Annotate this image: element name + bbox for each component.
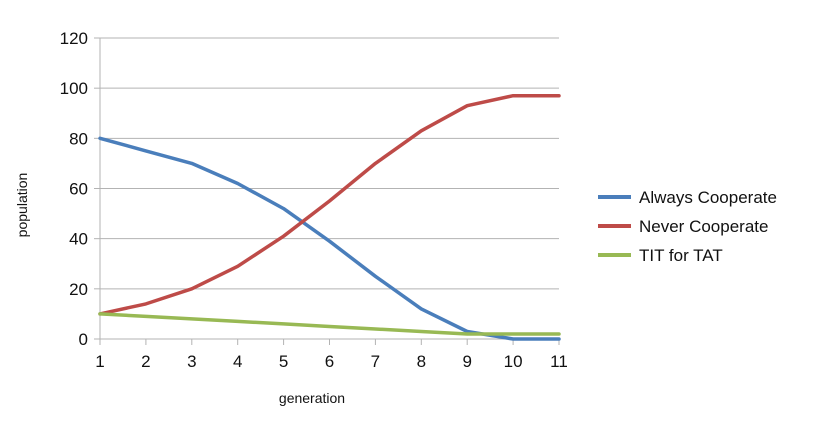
x-axis-title: generation [279,390,345,406]
y-tick-label-100: 100 [60,79,88,98]
x-tick-label-5: 5 [279,352,288,371]
y-tick-label-0: 0 [79,330,88,349]
y-tick-label-20: 20 [69,280,88,299]
series-line-never-cooperate [98,93,561,316]
series-line-tit-for-tat [98,312,561,336]
legend-label-always-cooperate: Always Cooperate [639,188,777,207]
axes [94,37,560,345]
gridlines [100,37,559,290]
x-tick-label-2: 2 [141,352,150,371]
x-tick-label-3: 3 [187,352,196,371]
y-tick-label-80: 80 [69,129,88,148]
y-tick-label-120: 120 [60,29,88,48]
tick-labels: 0 20 40 60 80 100 120 1 2 3 4 5 6 7 8 9 10 11 [60,29,568,371]
x-tick-label-8: 8 [417,352,426,371]
legend-label-never-cooperate: Never Cooperate [639,217,768,236]
x-tick-label-1: 1 [95,352,104,371]
legend-label-tit-for-tat: TIT for TAT [639,246,723,265]
y-tick-label-60: 60 [69,180,88,199]
y-tick-label-40: 40 [69,230,88,249]
x-tick-label-11: 11 [550,352,568,371]
x-tick-label-9: 9 [462,352,471,371]
y-axis-title: population [14,173,30,238]
x-tick-label-4: 4 [233,352,242,371]
series-lines [98,93,561,341]
legend: Always Cooperate Never Cooperate TIT for T… [598,188,777,265]
x-tick-label-6: 6 [325,352,334,371]
x-tick-label-7: 7 [371,352,380,371]
x-tick-label-10: 10 [504,352,523,371]
